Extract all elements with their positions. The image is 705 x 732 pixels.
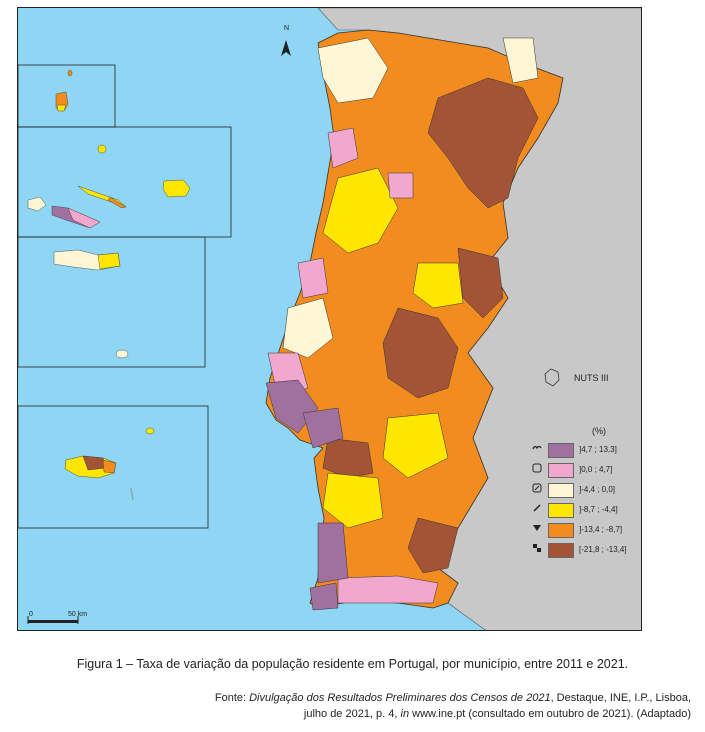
region-douro <box>322 167 399 254</box>
source-line2-b: www.ine.pt (consultado em outubro de 202… <box>409 708 691 720</box>
region-alentejo-west <box>322 437 374 479</box>
source-line-1: Fonte: Divulgação dos Resultados Prelimi… <box>215 692 691 704</box>
scale-zero-label: 0 <box>29 611 33 618</box>
region-symbol-icon <box>532 483 542 493</box>
map-frame: N NUTS III 0 50 km (%) ]4,7 ; 13,3] ]0,0… <box>17 7 642 631</box>
legend-swatch <box>548 463 574 478</box>
region-baixo-alentejo <box>322 472 384 529</box>
scale-bar-icon <box>27 616 79 624</box>
region-viseu-pink <box>387 172 414 199</box>
legend-label: ]0,0 ; 4,7] <box>579 465 613 474</box>
island-sao-miguel-east <box>97 252 121 270</box>
region-algarve-pink <box>337 575 439 604</box>
legend-swatch <box>548 443 574 458</box>
island-sao-jorge-east <box>107 196 127 209</box>
region-interior-north <box>427 77 539 209</box>
region-setubal <box>302 407 344 449</box>
island-corvo <box>67 69 73 77</box>
inset-azores-east <box>18 236 206 368</box>
legend-row: ]-13,4 ; -8,7] <box>532 523 641 539</box>
legend-label: [-21,8 ; -13,4] <box>579 545 627 554</box>
source-line2-in: in <box>400 708 410 720</box>
legend-label: ]-8,7 ; -4,4] <box>579 505 618 514</box>
region-alto-alentejo <box>382 412 449 479</box>
legend: (%) ]4,7 ; 13,3] ]0,0 ; 4,7] ]-4,4 ; 0,0… <box>532 426 641 566</box>
region-beira-east <box>457 247 504 319</box>
source-rest: , Destaque, INE, I.P., Lisboa, <box>550 692 691 704</box>
source-line2-a: julho de 2021, p. 4, <box>303 708 401 720</box>
region-symbol-icon <box>532 463 542 473</box>
region-alentejo-east <box>407 517 459 574</box>
legend-unit: (%) <box>592 426 606 436</box>
island-madeira-east <box>102 459 117 474</box>
region-algarve-west <box>309 582 339 611</box>
legend-label: ]-4,4 ; 0,0] <box>579 485 616 494</box>
scale-distance-label: 50 km <box>68 611 88 618</box>
legend-row: ]-4,4 ; 0,0] <box>532 483 641 499</box>
region-alentejo-coast <box>317 522 349 584</box>
legend-swatch <box>548 503 574 518</box>
island-terceira <box>162 179 191 198</box>
island-desertas <box>130 487 134 501</box>
legend-row: ]0,0 ; 4,7] <box>532 463 641 479</box>
inset-azores-central <box>18 126 232 238</box>
island-flores-south <box>56 104 67 112</box>
region-beira-yellow <box>412 262 464 309</box>
source-prefix: Fonte: <box>214 692 250 704</box>
region-minho <box>317 37 389 104</box>
region-aveiro-pink <box>297 257 329 299</box>
source-line-2: julho de 2021, p. 4, in www.ine.pt (cons… <box>304 708 691 720</box>
legend-row: [-21,8 ; -13,4] <box>532 543 641 559</box>
region-symbol-icon <box>533 504 541 512</box>
nuts-label: NUTS III <box>574 373 609 383</box>
legend-swatch <box>548 543 574 558</box>
legend-label: ]-13,4 ; -8,7] <box>579 525 623 534</box>
source-title: Divulgação dos Resultados Preliminares d… <box>249 692 551 704</box>
island-faial <box>27 196 47 212</box>
figure-caption: Figura 1 – Taxa de variação da população… <box>76 657 629 671</box>
region-centro-cream <box>282 297 334 359</box>
region-porto <box>327 127 359 169</box>
legend-row: ]-8,7 ; -4,4] <box>532 503 641 519</box>
region-interior-central <box>382 307 459 399</box>
region-symbol-icon <box>533 544 541 552</box>
region-ne-cream <box>502 37 539 84</box>
north-label: N <box>284 25 290 32</box>
inset-madeira <box>18 405 209 529</box>
island-graciosa <box>97 144 107 154</box>
legend-swatch <box>548 483 574 498</box>
north-arrow-icon <box>281 40 291 56</box>
region-symbol-icon <box>532 445 542 450</box>
island-santa-maria <box>115 349 129 359</box>
island-pico-east <box>67 207 101 229</box>
island-porto-santo <box>145 427 155 435</box>
legend-swatch <box>548 523 574 538</box>
nuts-region-icon <box>544 368 560 387</box>
legend-label: ]4,7 ; 13,3] <box>579 445 617 454</box>
region-symbol-icon <box>533 525 541 531</box>
legend-row: ]4,7 ; 13,3] <box>532 443 641 459</box>
